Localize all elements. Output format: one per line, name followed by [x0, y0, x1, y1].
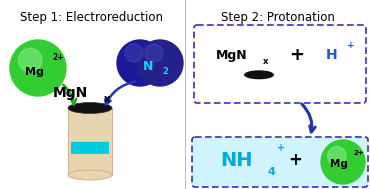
Ellipse shape	[68, 102, 112, 114]
Text: Step 1: Electroreduction: Step 1: Electroreduction	[20, 11, 164, 24]
Text: +: +	[288, 151, 302, 169]
Circle shape	[125, 44, 143, 62]
Text: 2+: 2+	[52, 53, 64, 63]
Text: x: x	[104, 94, 110, 104]
Text: N: N	[143, 60, 153, 74]
Ellipse shape	[68, 170, 112, 180]
Ellipse shape	[244, 70, 274, 79]
Bar	[68, 108, 112, 175]
Text: Mg: Mg	[330, 159, 348, 169]
Text: MgN: MgN	[53, 86, 88, 100]
Circle shape	[117, 40, 163, 86]
Circle shape	[10, 40, 66, 96]
Text: MgN: MgN	[216, 49, 248, 62]
Circle shape	[145, 44, 163, 62]
Circle shape	[327, 147, 346, 165]
Text: +: +	[289, 46, 305, 64]
Text: +: +	[347, 41, 354, 50]
Text: 2+: 2+	[354, 150, 364, 156]
Circle shape	[321, 140, 365, 184]
Text: Mg: Mg	[24, 67, 43, 77]
Text: H: H	[326, 48, 338, 62]
FancyBboxPatch shape	[192, 137, 368, 187]
Circle shape	[137, 40, 183, 86]
Text: x: x	[263, 57, 268, 66]
Text: Step 2: Protonation: Step 2: Protonation	[221, 11, 335, 24]
FancyBboxPatch shape	[71, 142, 109, 154]
Text: 2: 2	[162, 67, 168, 75]
Text: NH: NH	[221, 150, 253, 170]
Text: 4: 4	[267, 167, 275, 177]
Text: +: +	[277, 143, 285, 153]
Circle shape	[18, 48, 42, 72]
FancyBboxPatch shape	[194, 25, 366, 103]
